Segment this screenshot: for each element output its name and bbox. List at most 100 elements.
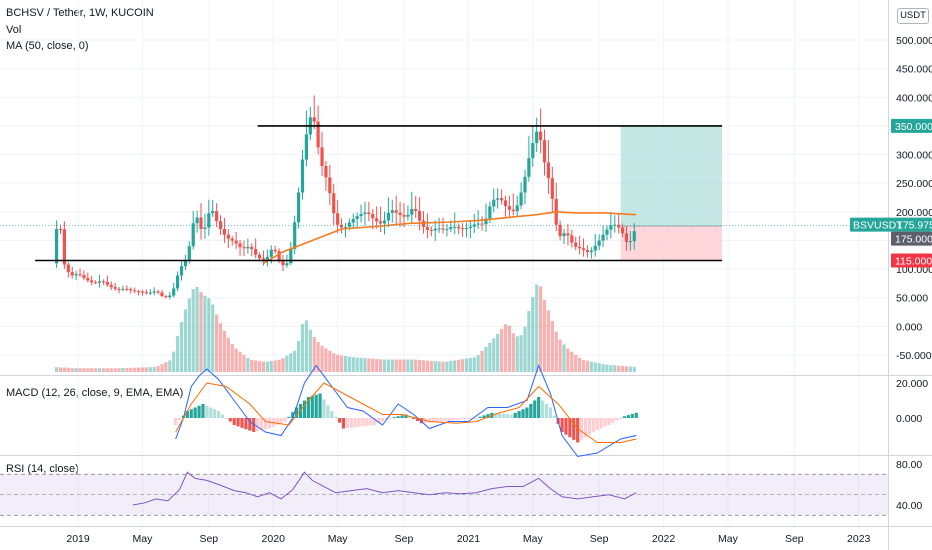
price-tag-115-000: 115.000 xyxy=(891,253,932,268)
volume-bar xyxy=(546,310,551,372)
volume-bar xyxy=(460,359,465,372)
candle-body xyxy=(609,225,613,230)
candle-body xyxy=(125,288,129,290)
macd-histogram-bar xyxy=(544,404,549,418)
time-tick-label: May xyxy=(718,533,739,545)
candle-body xyxy=(293,222,297,249)
macd-histogram-bar xyxy=(209,407,213,418)
price-axis: 500.000 450.000 400.000 350.000 300.000 250.0… xyxy=(896,35,932,512)
candle-body xyxy=(382,220,387,224)
volume-bar xyxy=(519,335,523,372)
candle-body xyxy=(480,223,484,225)
macd-histogram-bar xyxy=(314,394,318,418)
price-tick-label: 400.000 xyxy=(896,92,932,104)
time-tick-label: Sep xyxy=(199,533,218,545)
candle-body xyxy=(359,213,363,217)
volume-bar xyxy=(97,368,102,372)
candle-body xyxy=(121,288,125,290)
candle-body xyxy=(574,242,578,247)
volume-bar xyxy=(605,364,609,372)
candle-body xyxy=(144,292,148,294)
candle-body xyxy=(570,235,574,243)
macd-histogram-bar xyxy=(443,418,447,422)
candle-body xyxy=(86,277,90,281)
candle-body xyxy=(414,208,418,211)
macd-histogram-bar xyxy=(267,418,271,429)
candle-body xyxy=(172,288,176,296)
candle-body xyxy=(113,287,117,289)
candle-body xyxy=(246,246,250,249)
candle-body xyxy=(425,226,430,230)
macd-histogram-bar xyxy=(228,418,232,422)
candle-body xyxy=(367,212,371,214)
candle-body xyxy=(320,147,324,166)
volume-bar xyxy=(620,365,625,372)
candle-body xyxy=(460,228,465,230)
candle-body xyxy=(62,229,67,265)
candle-body xyxy=(605,229,609,235)
volume-bar xyxy=(453,360,457,372)
candle-body xyxy=(74,274,78,276)
volume-bar xyxy=(371,358,375,372)
candle-body xyxy=(312,117,316,122)
candle-body xyxy=(160,292,164,297)
candle-body xyxy=(445,229,449,231)
candle-body xyxy=(503,200,508,207)
candle-body xyxy=(199,217,203,229)
volume-bar xyxy=(429,360,433,372)
currency-button[interactable]: USDT xyxy=(897,8,929,24)
volume-bar xyxy=(109,368,113,372)
macd-histogram-bar xyxy=(419,418,424,424)
macd-histogram-bar xyxy=(244,418,248,430)
volume-bar xyxy=(273,360,277,372)
volume-bar xyxy=(527,311,531,372)
macd-histogram-bar xyxy=(396,416,400,418)
volume-bar xyxy=(351,357,355,372)
volume-bar xyxy=(378,359,383,372)
volume-bar xyxy=(238,351,242,372)
macd-histogram-bar xyxy=(361,418,365,427)
signal-line xyxy=(175,382,637,443)
macd-histogram-bar xyxy=(455,418,459,421)
candle-body xyxy=(242,247,246,249)
time-tick-label: May xyxy=(523,533,544,545)
candles xyxy=(54,95,636,300)
candle-body xyxy=(441,228,445,230)
candle-body xyxy=(535,131,539,144)
volume-bar xyxy=(94,368,98,372)
candle-body xyxy=(156,291,160,293)
candle-body xyxy=(109,284,113,288)
volume-bar xyxy=(511,333,515,372)
macd-histogram-bar xyxy=(400,415,404,418)
macd-histogram-bar xyxy=(252,418,256,432)
volume-bar xyxy=(129,367,133,372)
macd-histogram-bar xyxy=(576,418,580,443)
macd-histogram-bar xyxy=(560,418,564,432)
volume-bar xyxy=(628,366,632,372)
volume-bar xyxy=(226,337,230,372)
macd-histogram-bar xyxy=(302,400,307,418)
macd-histogram-bar xyxy=(525,407,529,418)
candle-body xyxy=(402,214,406,217)
candle-body xyxy=(230,238,234,241)
volume-bar xyxy=(488,342,492,372)
candle-body xyxy=(496,198,500,200)
ma-line xyxy=(263,211,637,265)
macd-histogram-bar xyxy=(548,407,552,418)
volume-bar xyxy=(70,367,74,372)
macd-histogram-bar xyxy=(537,397,541,418)
price-tag-bg xyxy=(891,253,932,268)
candle-body xyxy=(457,226,461,229)
volume-bar xyxy=(183,309,188,372)
volume-bar xyxy=(179,322,184,372)
macd-histogram-bar xyxy=(216,411,221,418)
candle-body xyxy=(101,281,106,283)
macd-histogram-bar xyxy=(283,418,287,422)
volume-bar xyxy=(152,367,156,372)
volume-bar xyxy=(308,329,312,372)
macd-histogram-bar xyxy=(248,418,252,431)
candle-body xyxy=(261,258,266,260)
candle-body xyxy=(105,281,109,285)
macd-histogram-bar xyxy=(220,414,225,418)
